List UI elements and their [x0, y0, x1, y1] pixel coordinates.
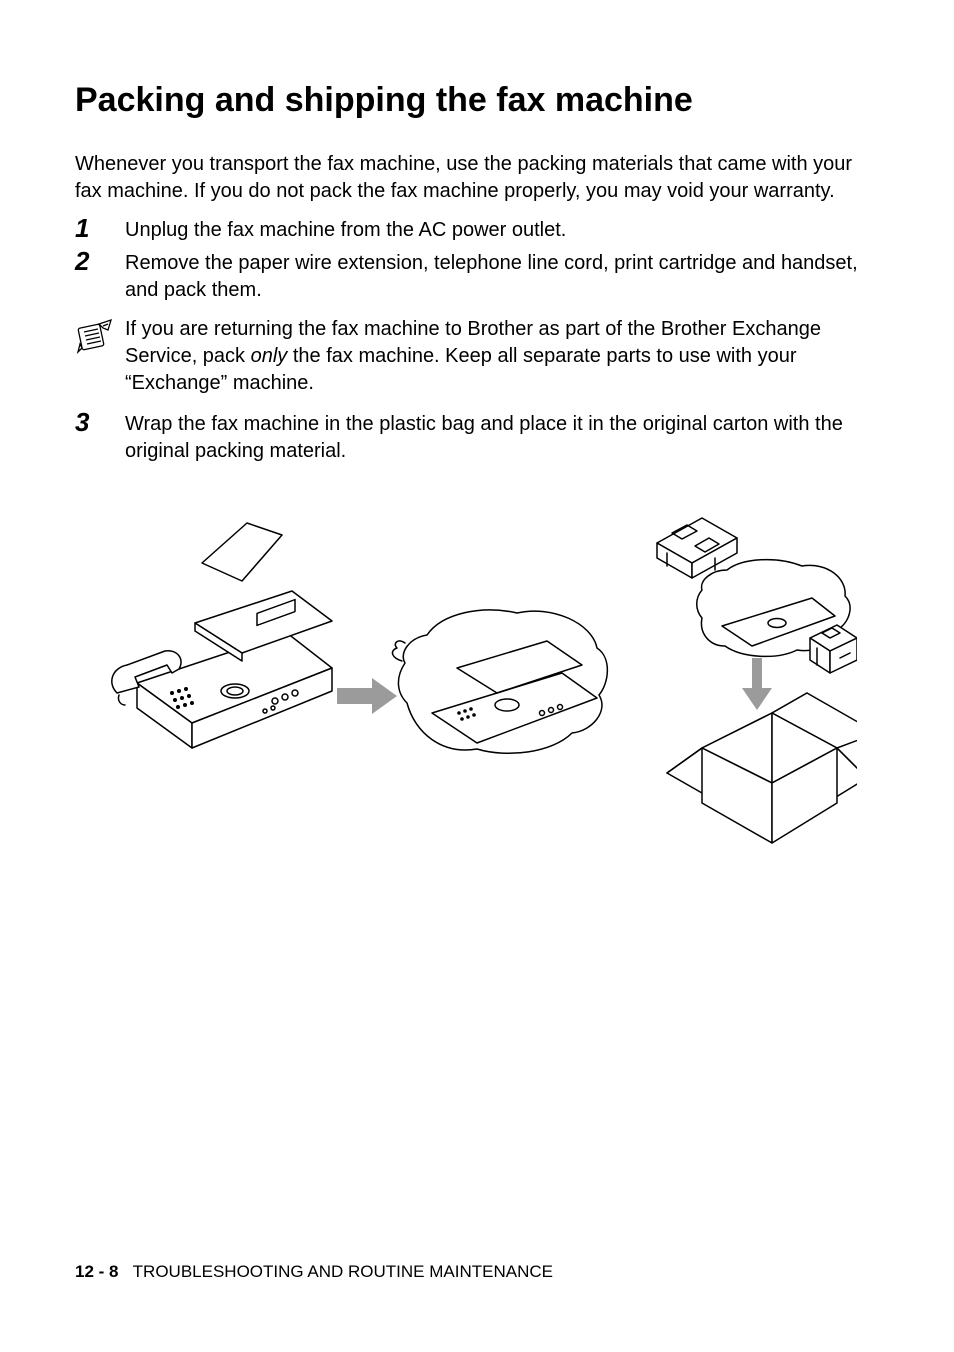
footer-section-title: TROUBLESHOOTING AND ROUTINE MAINTENANCE — [133, 1262, 553, 1281]
carton-assembly — [657, 518, 857, 843]
note-icon — [75, 316, 125, 356]
steps-list-continued: 3 Wrap the fax machine in the plastic ba… — [75, 409, 879, 465]
step-3: 3 Wrap the fax machine in the plastic ba… — [75, 409, 879, 465]
step-text: Wrap the fax machine in the plastic bag … — [125, 409, 879, 465]
step-2: 2 Remove the paper wire extension, telep… — [75, 248, 879, 304]
page-footer: 12 - 8 TROUBLESHOOTING AND ROUTINE MAINT… — [75, 1262, 553, 1282]
step-number: 3 — [75, 409, 125, 435]
steps-list: 1 Unplug the fax machine from the AC pow… — [75, 215, 879, 304]
step-text: Unplug the fax machine from the AC power… — [125, 215, 566, 244]
note-callout: If you are returning the fax machine to … — [75, 316, 879, 397]
note-text: If you are returning the fax machine to … — [125, 316, 879, 397]
fax-machine-bagged — [392, 610, 607, 753]
step-number: 2 — [75, 248, 125, 274]
packing-illustration — [75, 493, 879, 863]
step-text: Remove the paper wire extension, telepho… — [125, 248, 879, 304]
fax-machine-upright — [112, 523, 332, 748]
step-number: 1 — [75, 215, 125, 241]
step-1: 1 Unplug the fax machine from the AC pow… — [75, 215, 879, 244]
note-text-emphasis: only — [251, 345, 288, 367]
page-title: Packing and shipping the fax machine — [75, 80, 879, 121]
footer-page-number: 12 - 8 — [75, 1262, 118, 1281]
arrow-icon — [337, 678, 397, 714]
intro-paragraph: Whenever you transport the fax machine, … — [75, 151, 879, 205]
